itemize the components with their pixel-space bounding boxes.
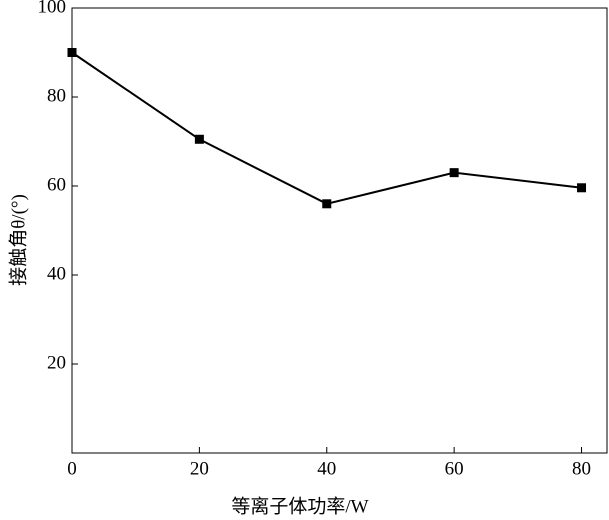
x-tick-label: 40: [317, 458, 336, 479]
x-tick-label: 80: [572, 458, 591, 479]
x-tick-label: 60: [445, 458, 464, 479]
marker: [577, 183, 587, 193]
x-tick-label: 0: [67, 458, 77, 479]
marker: [194, 134, 204, 144]
plot-frame: [71, 7, 608, 454]
y-axis-label: 接触角θ/(°): [7, 194, 29, 286]
marker: [322, 199, 332, 209]
marker: [67, 48, 77, 57]
line: [71, 51, 582, 205]
y-tick-label: 60: [47, 174, 66, 195]
y-tick-label: 80: [47, 85, 66, 106]
marker: [449, 168, 459, 178]
y-tick-label: 20: [47, 352, 66, 373]
x-tick-label: 20: [190, 458, 209, 479]
y-tick-label: 100: [38, 0, 67, 17]
x-axis-label: 等离子体功率/W: [231, 495, 368, 517]
y-tick-label: 40: [47, 263, 66, 284]
